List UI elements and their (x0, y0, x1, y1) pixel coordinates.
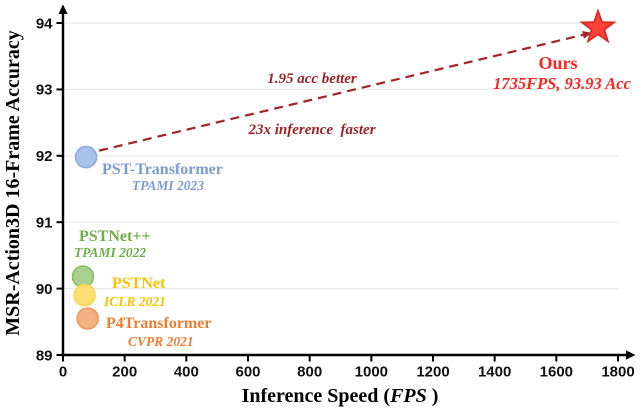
point-venue-pstnet: TPAMI 2022 (74, 245, 146, 260)
x-tick-label: 400 (174, 363, 199, 380)
x-tick-label: 600 (235, 363, 260, 380)
x-axis-arrow-icon (626, 350, 636, 360)
y-axis-arrow-icon (58, 4, 68, 14)
x-tick-label: 0 (59, 363, 67, 380)
x-tick-label: 200 (112, 363, 137, 380)
annotation-line-2: 23x inference faster (248, 122, 376, 138)
ours-label: Ours (538, 53, 578, 73)
point-label-pst-transformer: PST-Transformer (102, 161, 223, 178)
x-tick-label: 1600 (540, 363, 573, 380)
data-point-pst-transformer (74, 145, 98, 169)
x-tick-label: 800 (297, 363, 322, 380)
y-tick-label: 90 (36, 281, 53, 298)
y-tick-label: 91 (36, 214, 53, 231)
point-venue-pstnet: ICLR 2021 (103, 294, 166, 309)
point-label-pstnet: PSTNet (112, 275, 166, 292)
y-axis-title: MSR-Action3D 16-Frame Accuracy (2, 30, 24, 336)
x-axis-title-italic: FPS (390, 385, 427, 407)
point-venue-pst-transformer: TPAMI 2023 (132, 178, 204, 193)
point-label-p4transformer: P4Transformer (106, 315, 211, 332)
x-tick-label: 1400 (478, 363, 511, 380)
trend-arrow-line (98, 33, 584, 152)
y-tick-label: 89 (36, 347, 53, 364)
x-axis-title-prefix: Inference Speed ( (241, 385, 391, 407)
ours-star-icon (579, 8, 617, 44)
y-tick-label: 94 (36, 15, 53, 32)
trend-arrowhead-icon (582, 30, 592, 39)
point-label-pstnet: PSTNet++ (79, 228, 151, 245)
x-axis-title: Inference Speed (FPS ) (190, 385, 490, 408)
x-tick-label: 1800 (601, 363, 634, 380)
y-tick-label: 92 (36, 148, 53, 165)
x-tick-label: 1000 (355, 363, 388, 380)
data-point-pstnet (73, 283, 96, 307)
y-tick-label: 93 (36, 82, 53, 99)
data-point-pstnet (71, 265, 95, 288)
data-point-p4transformer (76, 307, 99, 330)
point-venue-p4transformer: CVPR 2021 (128, 334, 194, 349)
x-tick-label: 1200 (416, 363, 449, 380)
x-axis-title-suffix: ) (426, 385, 439, 407)
speedup-annotation: 1.95 acc better 23x inference faster (162, 37, 462, 173)
ours-detail-label: 1735FPS, 93.93 Acc (493, 74, 631, 93)
annotation-line-1: 1.95 acc better (267, 71, 357, 87)
